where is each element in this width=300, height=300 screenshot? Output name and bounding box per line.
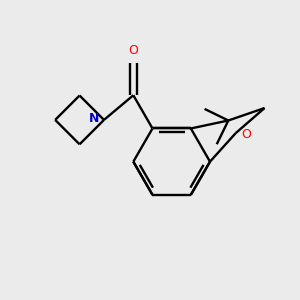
Text: N: N <box>88 112 99 125</box>
Text: O: O <box>242 128 251 141</box>
Text: O: O <box>128 44 138 57</box>
